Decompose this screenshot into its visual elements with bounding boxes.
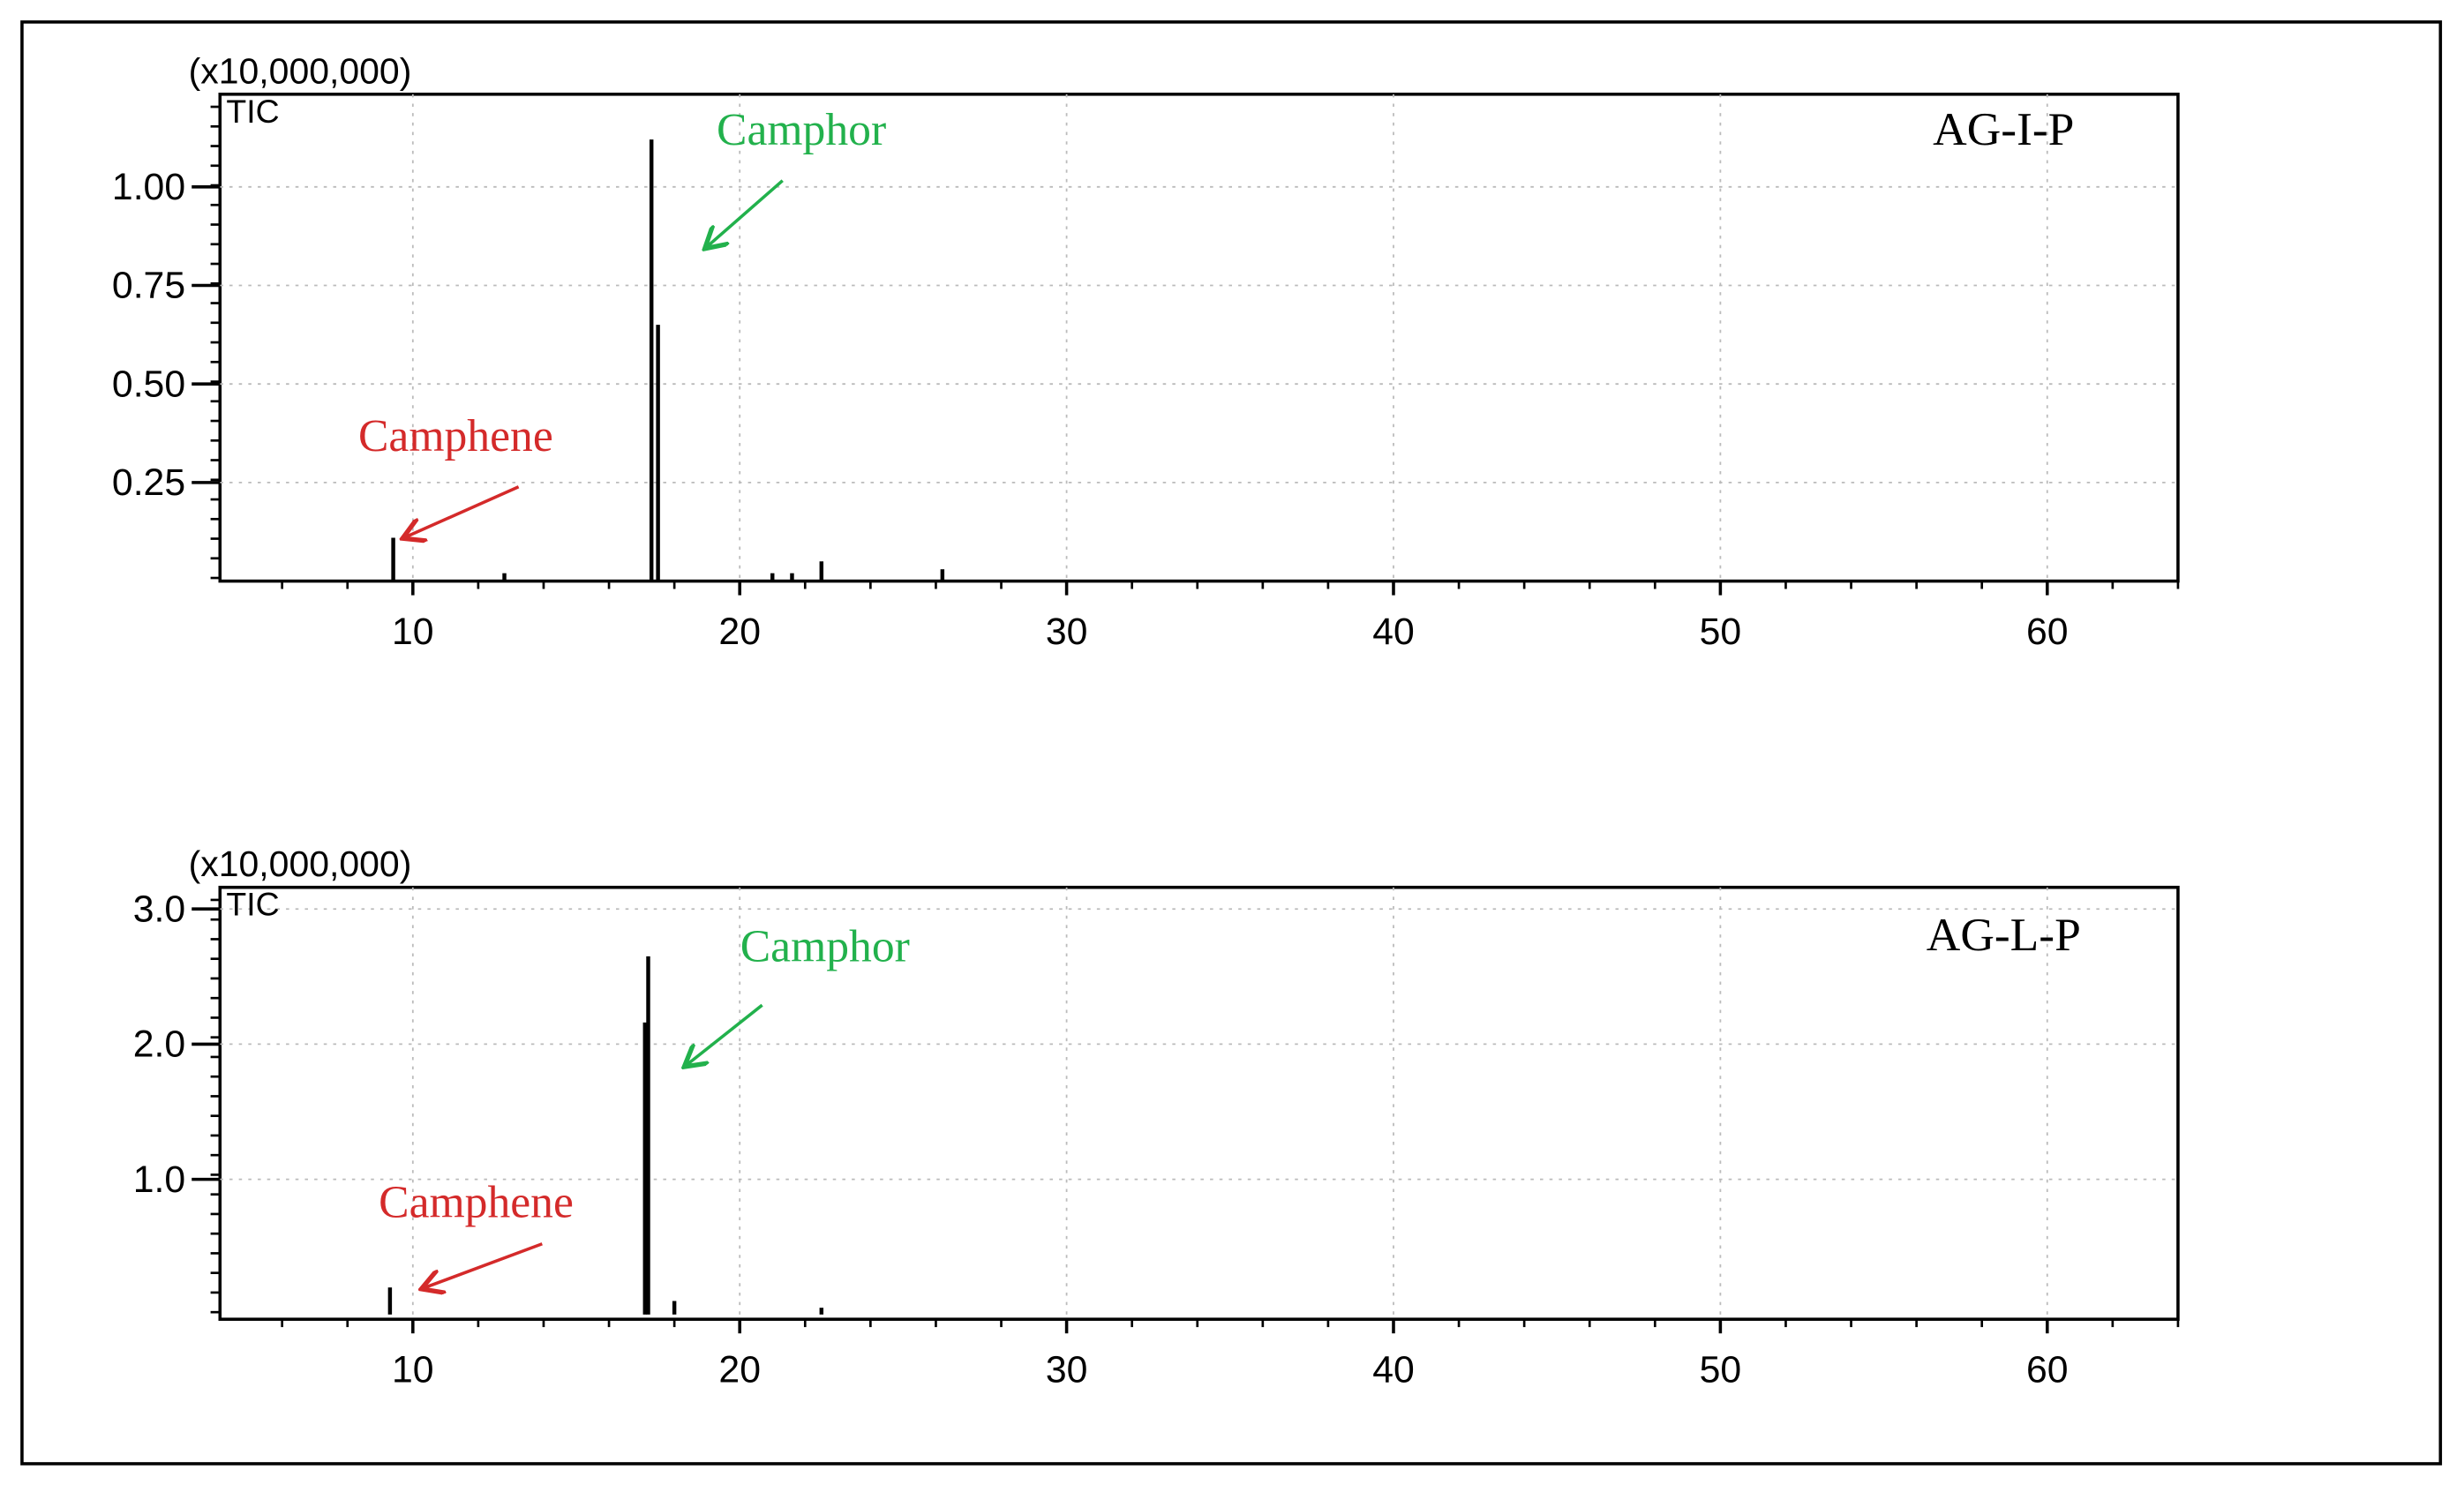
plot-area [218, 885, 2180, 1321]
sample-label: AG-I-P [1933, 102, 2074, 155]
x-tick-label: 30 [1046, 611, 1088, 653]
trace-label: TIC [226, 93, 279, 130]
x-tick-label: 20 [718, 1348, 761, 1391]
x-tick-label: 40 [1372, 1348, 1415, 1391]
y-tick-label: 0.50 [112, 363, 185, 405]
y-tick-label: 2.0 [133, 1023, 185, 1066]
annotation: Camphor [717, 105, 886, 155]
sample-label: AG-L-P [1927, 908, 2081, 961]
trace-label: TIC [226, 886, 279, 923]
multiplier: (x10,000,000) [189, 843, 412, 884]
plot-area [218, 93, 2180, 583]
multiplier: (x10,000,000) [189, 50, 412, 91]
annotation-arrow [687, 1003, 763, 1065]
annotation-arrow [707, 179, 784, 247]
annotation: Camphene [358, 411, 553, 461]
x-tick-label: 50 [1700, 1348, 1742, 1391]
x-tick-label: 10 [392, 611, 434, 653]
frame [20, 20, 2443, 1466]
x-tick-label: 50 [1700, 611, 1742, 653]
y-tick-label: 0.75 [112, 265, 185, 307]
x-tick-label: 60 [2026, 611, 2069, 653]
x-tick-label: 20 [718, 611, 761, 653]
annotation-arrow [405, 485, 520, 537]
annotation: Camphene [379, 1178, 574, 1228]
x-tick-label: 10 [392, 1348, 434, 1391]
y-tick-label: 1.00 [112, 166, 185, 208]
y-tick-label: 1.0 [133, 1158, 185, 1201]
y-tick-label: 3.0 [133, 888, 185, 930]
annotation-arrow [424, 1242, 543, 1288]
x-tick-label: 60 [2026, 1348, 2069, 1391]
x-tick-label: 40 [1372, 611, 1415, 653]
annotation: Camphor [740, 921, 910, 971]
y-tick-label: 0.25 [112, 461, 185, 504]
x-tick-label: 30 [1046, 1348, 1088, 1391]
